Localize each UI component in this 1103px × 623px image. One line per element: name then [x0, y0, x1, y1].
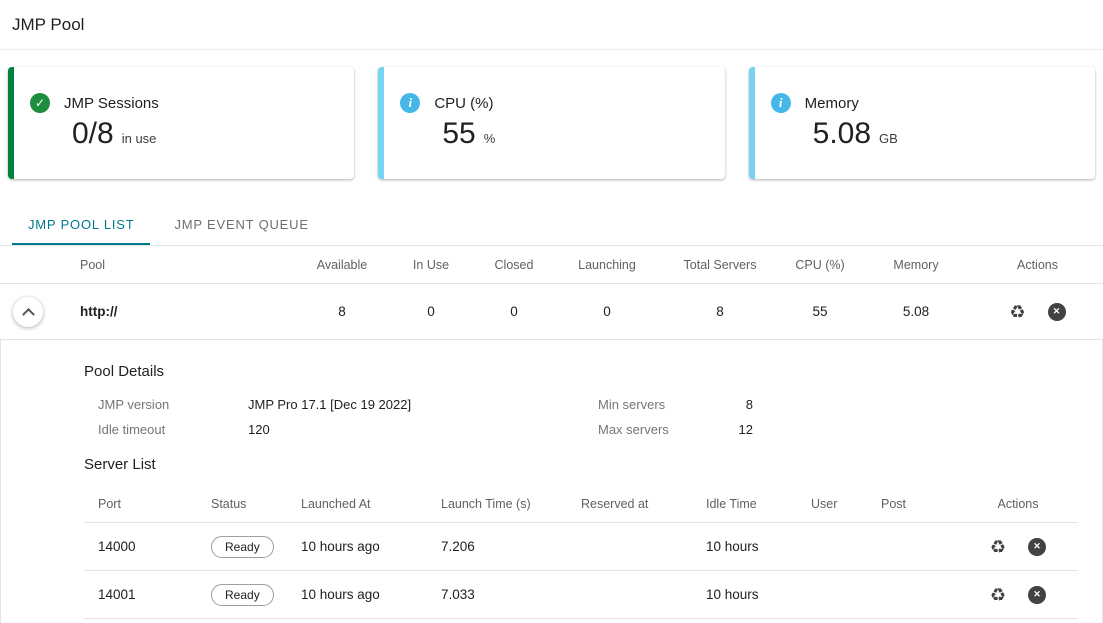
server-idle-time: 10 hours	[706, 539, 759, 554]
info-circle-icon: i	[770, 93, 791, 113]
header-cell-actions: Actions	[1017, 257, 1058, 272]
tab-jmp-pool-list[interactable]: JMP POOL LIST	[12, 209, 151, 245]
page-title: JMP Pool	[12, 15, 85, 34]
header-cell-available: Available	[316, 257, 368, 272]
close-circle-icon: ✕	[1028, 537, 1047, 556]
close-circle-icon: ✕	[1047, 302, 1066, 321]
restart-server-button[interactable]: ♻	[990, 586, 1006, 604]
header-cell-closed: Closed	[494, 257, 534, 272]
pool-available: 8	[338, 304, 346, 319]
pool-details-fields: JMP version JMP Pro 17.1 [Dec 19 2022] M…	[1, 392, 1102, 442]
pool-cpu: 55	[812, 304, 828, 319]
stop-server-button[interactable]: ✕	[1028, 585, 1047, 604]
header-cell-status: Status	[211, 496, 247, 511]
status-badge: Ready	[211, 583, 274, 606]
card-unit: GB	[879, 131, 898, 146]
header-cell-user: User	[811, 496, 838, 511]
header-cell-total-servers: Total Servers	[683, 257, 757, 272]
pool-total-servers: 8	[716, 304, 724, 319]
pool-table-row: http:// 8 0 0 0 8 55 5.08 ♻ ✕	[0, 284, 1103, 340]
server-list-title: Server List	[84, 456, 156, 473]
pool-closed: 0	[510, 304, 518, 319]
restart-pool-button[interactable]: ♻	[1009, 303, 1025, 321]
detail-value-max-servers: 12	[738, 422, 753, 437]
check-circle-icon: ✓	[30, 93, 50, 113]
server-launch-time: 7.206	[441, 539, 475, 554]
pool-launching: 0	[603, 304, 611, 319]
tab-bar: JMP POOL LIST JMP EVENT QUEUE	[0, 195, 1103, 245]
header-cell-post: Post	[881, 496, 907, 511]
card-value: 55	[442, 117, 476, 150]
pool-table-header: Pool Available In Use Closed Launching T…	[0, 246, 1103, 284]
header-cell-cpu: CPU (%)	[795, 257, 845, 272]
page-header: JMP Pool	[0, 0, 1103, 50]
card-label: Memory	[804, 94, 859, 112]
detail-label-min-servers: Min servers	[598, 397, 666, 412]
header-cell-actions: Actions	[997, 496, 1039, 511]
recycle-icon: ♻	[989, 536, 1007, 557]
card-label: CPU (%)	[434, 94, 494, 112]
server-port: 14001	[98, 587, 136, 602]
card-unit: in use	[121, 131, 157, 146]
card-unit: %	[483, 131, 496, 146]
detail-label-jmp-version: JMP version	[98, 397, 170, 412]
pool-memory: 5.08	[902, 304, 930, 319]
card-label: JMP Sessions	[64, 94, 159, 112]
server-idle-time: 10 hours	[706, 587, 759, 602]
card-value: 0/8	[72, 117, 114, 150]
server-launched-at: 10 hours ago	[301, 539, 380, 554]
detail-value-idle-timeout: 120	[248, 422, 270, 437]
header-cell-launched-at: Launched At	[301, 496, 371, 511]
stop-server-button[interactable]: ✕	[1028, 537, 1047, 556]
recycle-icon: ♻	[1009, 301, 1026, 322]
status-badge: Ready	[211, 535, 274, 558]
card-value: 5.08	[812, 117, 872, 150]
server-port: 14000	[98, 539, 136, 554]
header-cell-in-use: In Use	[412, 257, 450, 272]
pool-in-use: 0	[427, 304, 435, 319]
recycle-icon: ♻	[989, 584, 1007, 605]
detail-value-jmp-version: JMP Pro 17.1 [Dec 19 2022]	[248, 397, 412, 412]
stat-card-cpu: i CPU (%) 55 %	[378, 67, 725, 179]
header-cell-launching: Launching	[578, 257, 636, 272]
server-launched-at: 10 hours ago	[301, 587, 380, 602]
server-table-header: Port Status Launched At Launch Time (s) …	[84, 485, 1078, 523]
header-cell-port: Port	[98, 496, 121, 511]
header-cell-launch-time: Launch Time (s)	[441, 496, 531, 511]
stat-card-jmp-sessions: ✓ JMP Sessions 0/8 in use	[8, 67, 355, 179]
pool-url: http://	[80, 304, 118, 319]
detail-label-max-servers: Max servers	[598, 422, 669, 437]
server-row: 14000 Ready 10 hours ago 7.206 10 hours …	[84, 523, 1078, 571]
restart-server-button[interactable]: ♻	[990, 538, 1006, 556]
detail-label-idle-timeout: Idle timeout	[98, 422, 166, 437]
header-cell-idle-time: Idle Time	[706, 496, 757, 511]
server-list-table: Port Status Launched At Launch Time (s) …	[1, 485, 1102, 619]
server-launch-time: 7.033	[441, 587, 475, 602]
stat-card-memory: i Memory 5.08 GB	[748, 67, 1095, 179]
close-circle-icon: ✕	[1028, 585, 1047, 604]
stat-cards: ✓ JMP Sessions 0/8 in use i CPU (%) 55 %…	[0, 50, 1103, 195]
server-row: 14001 Ready 10 hours ago 7.033 10 hours …	[84, 571, 1078, 619]
detail-value-min-servers: 8	[745, 397, 753, 412]
chevron-up-icon	[21, 307, 35, 321]
tab-jmp-event-queue[interactable]: JMP EVENT QUEUE	[174, 217, 309, 232]
pool-details-panel: Pool Details JMP version JMP Pro 17.1 [D…	[0, 340, 1103, 623]
header-cell-pool: Pool	[80, 257, 106, 272]
header-cell-reserved-at: Reserved at	[581, 496, 649, 511]
pool-details-title: Pool Details	[84, 363, 165, 380]
header-cell-memory: Memory	[893, 257, 939, 272]
pool-table: Pool Available In Use Closed Launching T…	[0, 245, 1103, 340]
info-circle-icon: i	[400, 93, 421, 113]
collapse-row-button[interactable]	[13, 296, 43, 327]
stop-pool-button[interactable]: ✕	[1047, 302, 1066, 321]
